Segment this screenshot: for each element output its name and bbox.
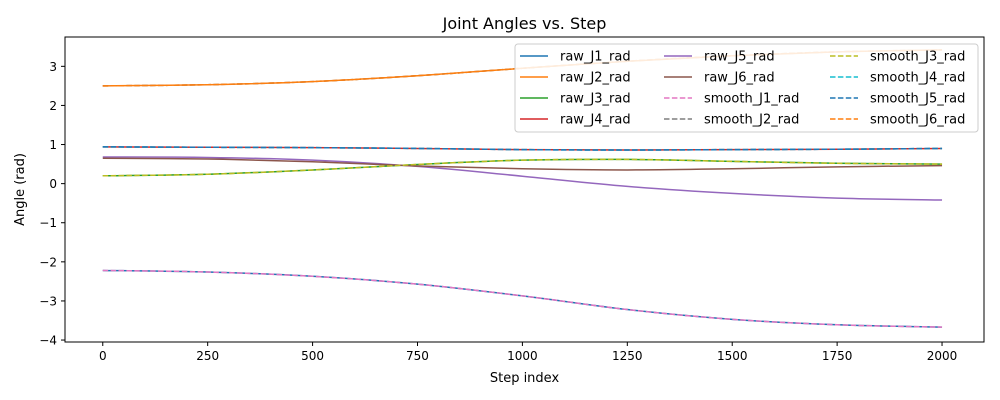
- y-tick-label: 2: [49, 99, 57, 113]
- legend-label: smooth_J6_rad: [870, 113, 965, 128]
- y-tick-label: −3: [39, 294, 57, 308]
- legend-label: smooth_J3_rad: [870, 50, 965, 65]
- legend-label: smooth_J4_rad: [870, 71, 965, 86]
- chart-title: Joint Angles vs. Step: [442, 14, 607, 33]
- series-line-raw-J5-rad: [102, 156, 943, 201]
- y-tick-label: −1: [39, 216, 57, 230]
- x-axis: 0 250 500 750 1000 1250 1500 1750 2000: [99, 342, 957, 363]
- x-tick-label: 2000: [927, 349, 958, 363]
- x-tick-label: 0: [99, 349, 107, 363]
- y-axis-label: Angle (rad): [13, 153, 28, 226]
- series-line-smooth-J1-rad: [102, 269, 943, 328]
- series-line-smooth-J5-rad: [102, 146, 943, 151]
- legend-frame: [514, 43, 979, 133]
- series-line-raw-J1-rad: [102, 269, 943, 328]
- y-tick-label: −4: [39, 334, 57, 348]
- legend-label: raw_J2_rad: [560, 71, 631, 86]
- legend-label: smooth_J5_rad: [870, 92, 965, 107]
- series-layer: [102, 49, 943, 328]
- legend-label: smooth_J1_rad: [704, 92, 799, 107]
- plot-area-frame: [64, 36, 985, 343]
- x-tick-label: 1500: [717, 349, 748, 363]
- y-tick-label: 1: [49, 138, 57, 152]
- x-tick-label: 1000: [507, 349, 538, 363]
- x-tick-label: 250: [196, 349, 219, 363]
- legend-label: smooth_J2_rad: [704, 113, 799, 128]
- legend-label: raw_J1_rad: [560, 50, 631, 65]
- y-tick-label: 3: [49, 60, 57, 74]
- legend-label: raw_J3_rad: [560, 92, 631, 107]
- y-tick-label: −2: [39, 255, 57, 269]
- x-tick-label: 750: [406, 349, 429, 363]
- legend-label: raw_J4_rad: [560, 113, 631, 128]
- legend: raw_J1_rad raw_J2_rad raw_J3_rad raw_J4_rad…: [514, 43, 979, 133]
- series-line-raw-J6-rad: [102, 157, 943, 171]
- x-tick-label: 500: [301, 349, 324, 363]
- x-tick-label: 1750: [822, 349, 853, 363]
- x-axis-label: Step index: [490, 371, 560, 386]
- x-tick-label: 1250: [612, 349, 643, 363]
- series-line-smooth-J3-rad: [102, 158, 943, 177]
- y-tick-label: 0: [49, 177, 57, 191]
- legend-label: raw_J6_rad: [704, 71, 775, 86]
- y-axis: −4 −3 −2 −1 0 1 2 3: [39, 60, 65, 348]
- legend-label: raw_J5_rad: [704, 50, 775, 65]
